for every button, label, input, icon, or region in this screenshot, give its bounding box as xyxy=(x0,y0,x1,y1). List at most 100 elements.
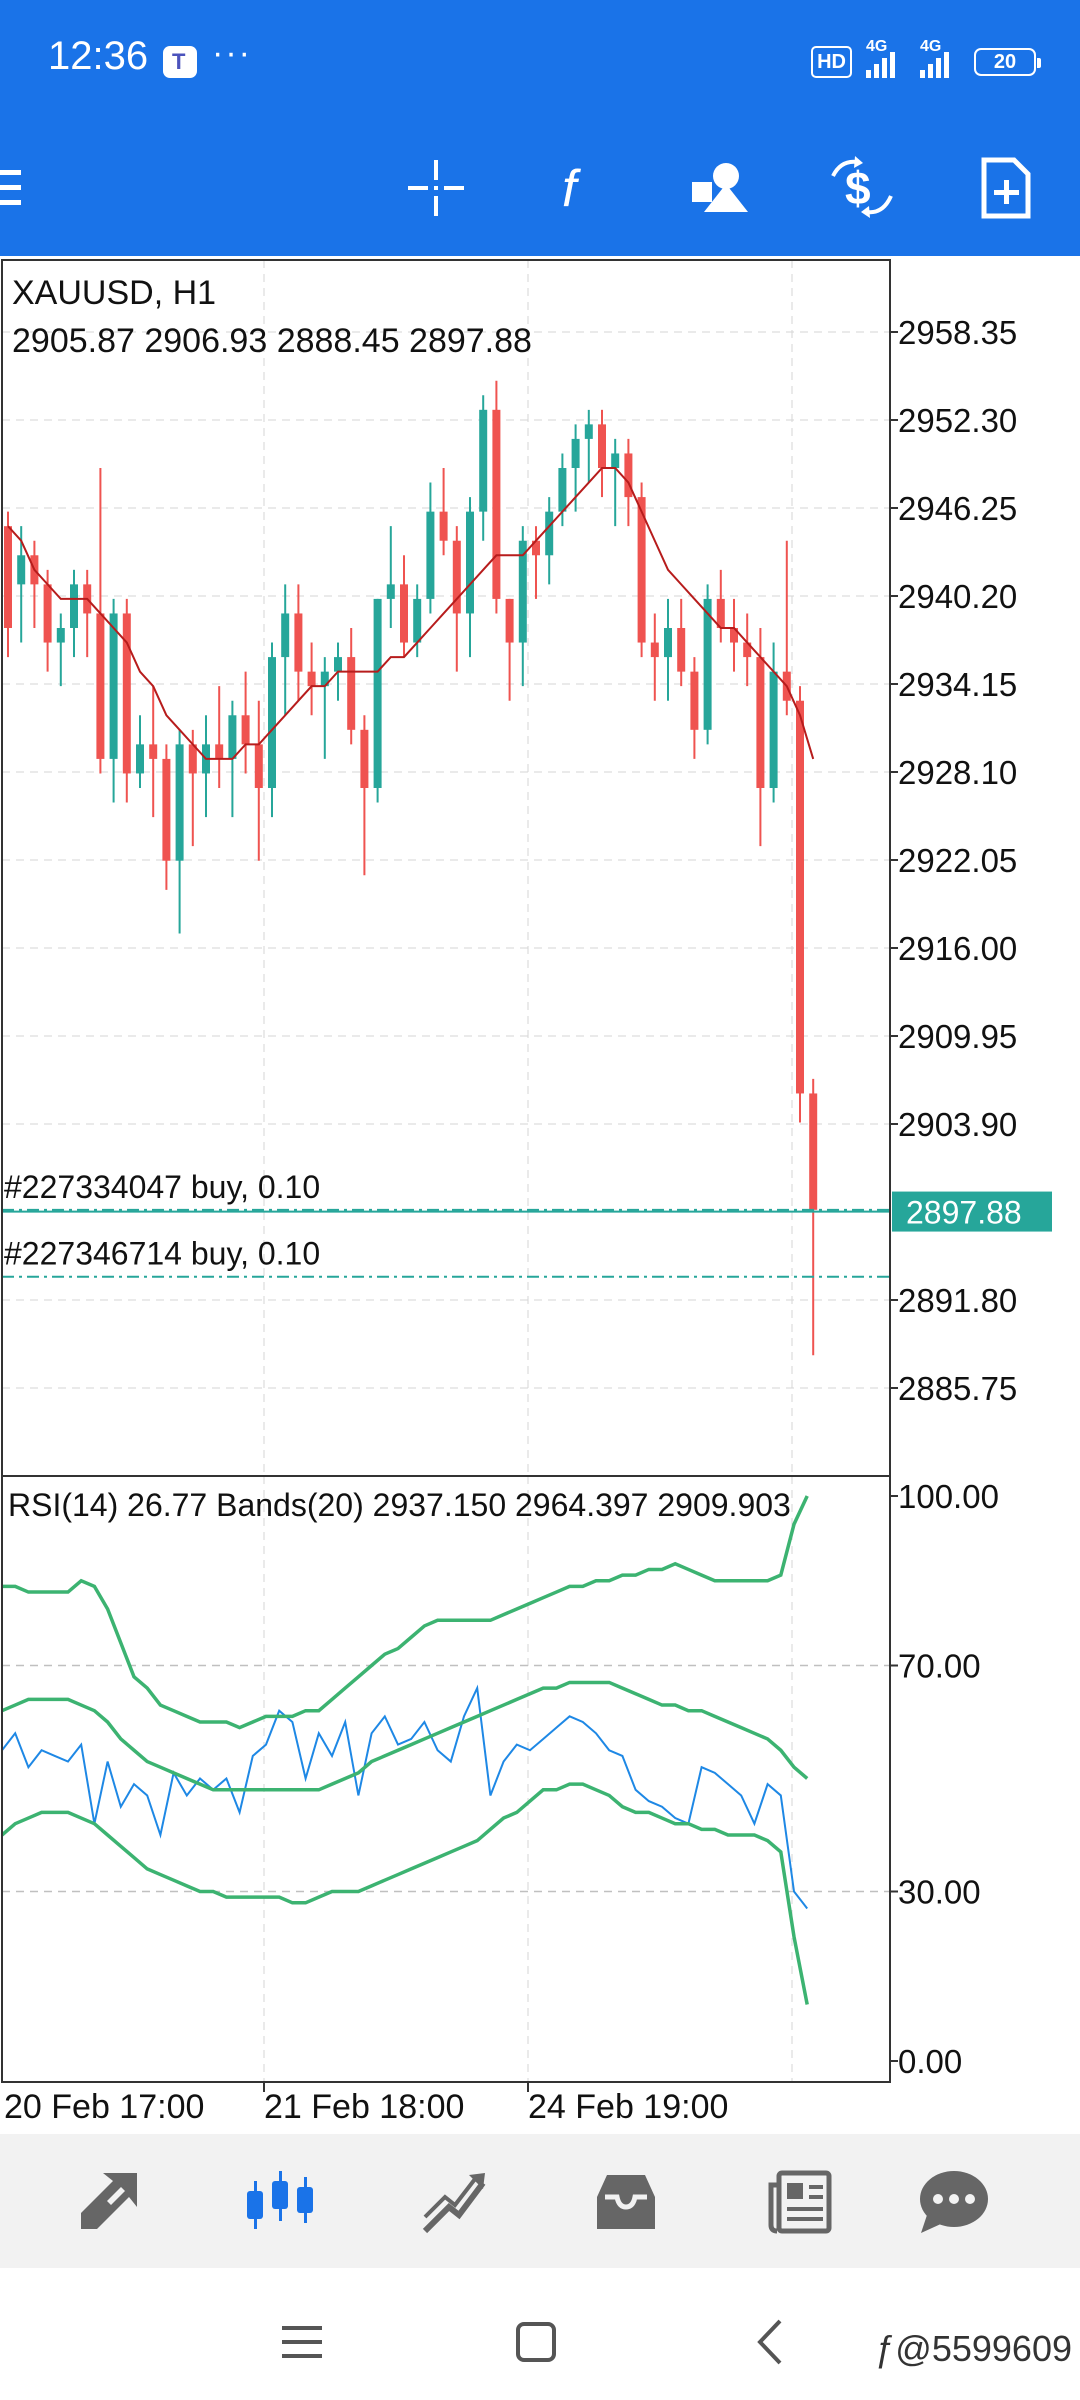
candle xyxy=(386,526,395,628)
trade-tab-icon[interactable] xyxy=(414,2162,494,2242)
history-icon[interactable] xyxy=(586,2162,666,2242)
candle-body xyxy=(175,744,184,861)
symbol-label: XAUUSD, H1 xyxy=(12,274,216,312)
candle xyxy=(30,540,39,628)
candle xyxy=(743,613,752,687)
status-bar: 12:36 T ··· HD 4G 4G 20 xyxy=(0,0,1080,120)
quotes-icon[interactable] xyxy=(68,2162,148,2242)
svg-text:$: $ xyxy=(845,162,871,214)
teams-app-icon: T xyxy=(163,46,197,78)
candle-body xyxy=(703,598,712,730)
candle-body xyxy=(584,424,593,439)
svg-text:f: f xyxy=(562,160,581,218)
candle-body xyxy=(334,657,342,672)
candle-body xyxy=(149,744,158,759)
menu-button-icon[interactable] xyxy=(272,2312,332,2372)
candle xyxy=(782,540,791,716)
candle xyxy=(373,598,382,803)
candle xyxy=(307,642,316,716)
candle xyxy=(4,511,12,658)
candle xyxy=(400,555,408,658)
system-navigation: ƒ@5599609 xyxy=(0,2268,1080,2400)
chart-tab-icon[interactable] xyxy=(240,2162,320,2242)
order-lines[interactable]: #227334047 buy, 0.10 #227346714 buy, 0.10 xyxy=(2,1169,890,1278)
messages-icon[interactable] xyxy=(914,2162,994,2242)
candle xyxy=(43,569,52,672)
candle-body xyxy=(637,497,646,643)
candle-body xyxy=(532,540,540,556)
price-label: 2916.00 xyxy=(898,930,1017,967)
candle xyxy=(254,700,263,861)
candle xyxy=(466,497,474,658)
trade-icon[interactable]: $ xyxy=(824,150,900,226)
price-label: 2946.25 xyxy=(898,490,1017,527)
candle-body xyxy=(17,555,26,585)
bands-line xyxy=(2,1495,809,1730)
price-label: 2922.05 xyxy=(898,842,1017,879)
bands-line xyxy=(0,1782,809,2005)
price-label: 2903.90 xyxy=(898,1106,1017,1143)
candle xyxy=(505,598,514,701)
candle xyxy=(809,1078,818,1356)
candle-body xyxy=(386,584,395,599)
candle-body xyxy=(518,540,527,643)
bands-line xyxy=(1,1680,809,1792)
time-label-2: 21 Feb 18:00 xyxy=(264,2088,464,2126)
new-order-icon[interactable] xyxy=(968,150,1044,226)
signal-icon-2: 4G xyxy=(920,38,960,78)
menu-icon[interactable] xyxy=(0,150,56,226)
candle-body xyxy=(439,511,448,541)
price-label: 2958.35 xyxy=(898,314,1017,351)
price-label: 2885.75 xyxy=(898,1370,1017,1407)
candle-body xyxy=(743,642,752,658)
watermark: ƒ@5599609 xyxy=(875,2328,1072,2369)
candle-body xyxy=(611,453,620,468)
rsi-grid xyxy=(2,1495,898,2062)
candle-body xyxy=(598,424,606,468)
price-label: 2934.15 xyxy=(898,666,1017,703)
chart-area[interactable]: #227334047 buy, 0.10 #227346714 buy, 0.10… xyxy=(0,256,1080,2136)
candle xyxy=(690,657,699,759)
candle xyxy=(70,569,78,658)
home-button-icon[interactable] xyxy=(506,2312,566,2372)
candle xyxy=(492,380,501,614)
candle xyxy=(439,468,448,556)
price-label: 2909.95 xyxy=(898,1018,1017,1055)
candle-body xyxy=(558,468,567,512)
indicators-icon[interactable]: f xyxy=(540,150,616,226)
candle xyxy=(703,584,712,745)
news-icon[interactable] xyxy=(760,2162,840,2242)
main-chart-frame xyxy=(1,259,891,1477)
candle-body xyxy=(796,700,804,1094)
candle-body xyxy=(241,715,250,745)
time-label-3: 24 Feb 19:00 xyxy=(528,2088,728,2126)
candle xyxy=(175,729,184,934)
chart-svg[interactable]: #227334047 buy, 0.10 #227346714 buy, 0.10… xyxy=(0,256,1080,2136)
candle xyxy=(677,598,686,687)
candle xyxy=(426,482,435,614)
candle xyxy=(650,613,659,701)
rsi-lines xyxy=(0,1495,809,2005)
candle-body xyxy=(307,671,316,687)
candle-body xyxy=(320,671,329,687)
price-label: 2952.30 xyxy=(898,402,1017,439)
candle xyxy=(413,584,422,658)
candle-body xyxy=(756,657,765,788)
candle xyxy=(149,686,158,818)
back-button-icon[interactable] xyxy=(740,2312,800,2372)
candle-body xyxy=(109,613,118,759)
candle xyxy=(83,569,92,658)
status-indicators: HD 4G 4G 20 xyxy=(811,38,1041,84)
indicator-level-label: 30.00 xyxy=(898,1874,981,1911)
candle-body xyxy=(268,657,276,788)
candle-body xyxy=(769,671,778,788)
main-grid xyxy=(2,260,898,2082)
rsi-line xyxy=(1,1684,808,1910)
candle-body xyxy=(426,511,435,599)
candle-body xyxy=(4,526,12,628)
status-time: 12:36 xyxy=(48,34,149,78)
objects-icon[interactable] xyxy=(682,150,758,226)
candle-body xyxy=(400,584,408,643)
candle xyxy=(360,715,369,876)
crosshair-icon[interactable] xyxy=(398,150,474,226)
